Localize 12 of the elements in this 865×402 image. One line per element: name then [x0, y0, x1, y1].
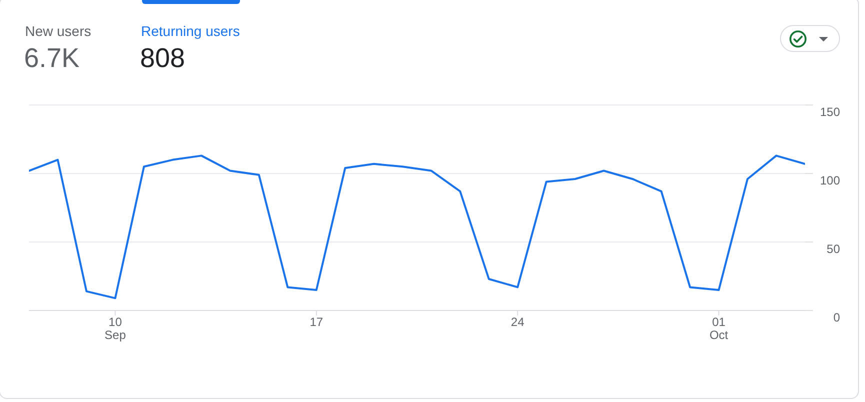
x-tick-label: 24 [510, 315, 525, 330]
x-tick-label: 01 Oct [709, 315, 729, 342]
text: Returning users [141, 23, 240, 39]
y-tick-label: 0 [833, 310, 840, 324]
text: New users [25, 23, 92, 39]
text: 6.7K [24, 43, 80, 73]
x-tick-label: 17 [310, 315, 324, 330]
y-tick-label: 150 [820, 105, 840, 119]
x-tick-label: 10 Sep [104, 315, 126, 342]
text: 808 [140, 43, 186, 73]
y-tick-label: 100 [820, 174, 840, 188]
y-tick-label: 50 [826, 242, 840, 256]
